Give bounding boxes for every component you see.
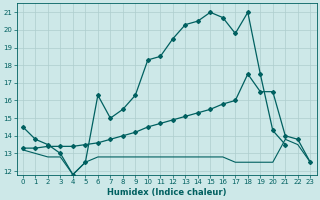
X-axis label: Humidex (Indice chaleur): Humidex (Indice chaleur) xyxy=(107,188,226,197)
